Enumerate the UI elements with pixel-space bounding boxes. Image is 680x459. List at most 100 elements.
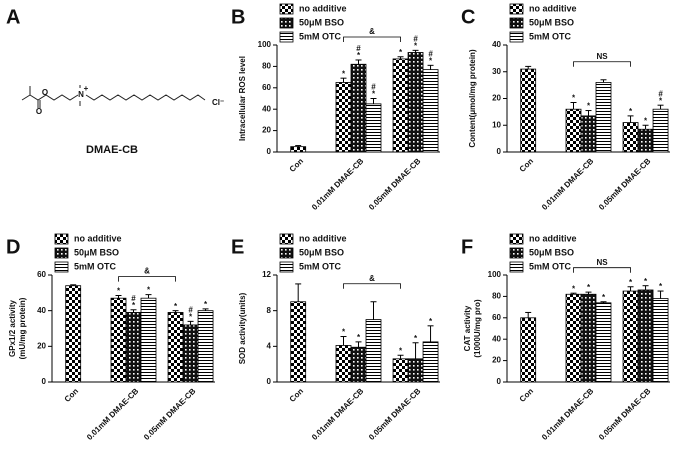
x-tick-label: 0.05mM DMAE-CB	[597, 156, 653, 212]
bar	[407, 52, 424, 153]
significance-mark: *	[189, 312, 193, 321]
legend-label: 50μM BSO	[74, 247, 119, 257]
legend-swatch	[279, 31, 294, 43]
bar	[182, 324, 199, 383]
atom-label: O	[42, 88, 48, 97]
bracket	[343, 36, 401, 42]
bar	[622, 290, 639, 383]
y-tick-label: 12	[262, 270, 271, 279]
bar	[520, 68, 537, 153]
bar	[392, 58, 409, 153]
legend-label: 50μM BSO	[529, 17, 574, 27]
panel-letter: D	[6, 236, 20, 258]
significance-mark: *	[357, 333, 361, 342]
x-tick-label: 0.05mM DMAE-CB	[597, 386, 653, 442]
bar	[197, 310, 214, 383]
legend-swatch	[509, 31, 524, 43]
significance-mark: *	[174, 302, 178, 311]
bar	[407, 358, 424, 383]
legend-label: 5mM OTC	[299, 31, 342, 41]
bar	[350, 63, 367, 153]
x-tick-label: 0.05mM DMAE-CB	[142, 386, 198, 442]
legend-swatch	[279, 17, 294, 29]
y-tick-label: 40	[37, 306, 46, 315]
significance-mark: *	[572, 94, 576, 103]
y-tick-label: 40	[492, 40, 501, 49]
significance-mark: *	[117, 287, 121, 296]
x-tick-label: 0.01mM DMAE-CB	[310, 386, 366, 442]
y-tick-label: 100	[488, 270, 502, 279]
y-tick-label: 0	[267, 377, 272, 386]
atom-label: Cl⁻	[212, 98, 224, 107]
legend-swatch	[509, 17, 524, 29]
legend-label: 5mM OTC	[529, 261, 572, 271]
bracket-label: &	[144, 267, 150, 276]
significance-mark: *	[572, 284, 576, 293]
legend-swatch	[509, 247, 524, 259]
significance-mark: *	[644, 116, 648, 125]
bracket-label: &	[369, 274, 375, 283]
y-tick-label: 40	[492, 334, 501, 343]
y-tick-label: 80	[262, 62, 271, 71]
significance-mark: *	[414, 334, 418, 343]
significance-mark: *	[414, 41, 418, 50]
legend-label: no additive	[74, 233, 122, 243]
bar	[422, 69, 439, 153]
significance-mark: *	[587, 102, 591, 111]
legend-label: no additive	[529, 3, 577, 13]
bar	[580, 115, 597, 153]
y-axis-label: Content(μmol/mg protein)	[468, 49, 477, 148]
x-tick-label: 0.05mM DMAE-CB	[367, 156, 423, 212]
significance-mark: #	[658, 89, 663, 98]
significance-mark: *	[342, 328, 346, 337]
y-tick-label: 60	[37, 270, 46, 279]
x-tick-label: 0.05mM DMAE-CB	[367, 386, 423, 442]
bar	[565, 108, 582, 153]
x-tick-label: Con	[518, 156, 535, 173]
y-axis-label: (mU/mg protein)	[18, 297, 27, 359]
significance-mark: *	[342, 69, 346, 78]
legend-swatch	[279, 3, 294, 15]
y-axis-label: (1000U/mg pro)	[473, 299, 482, 358]
significance-mark: *	[147, 286, 151, 295]
legend-label: no additive	[299, 3, 347, 13]
x-tick-label: Con	[288, 156, 305, 173]
panel-letter: C	[461, 6, 475, 28]
bar	[335, 82, 352, 153]
significance-mark: *	[132, 301, 136, 310]
x-tick-label: 0.01mM DMAE-CB	[540, 386, 596, 442]
bar	[652, 108, 669, 153]
legend-swatch	[509, 233, 524, 245]
legend-swatch	[54, 233, 69, 245]
significance-mark: *	[659, 96, 663, 105]
x-tick-label: Con	[518, 386, 535, 403]
x-tick-label: 0.01mM DMAE-CB	[310, 156, 366, 212]
structure	[21, 85, 206, 108]
bar	[637, 289, 654, 383]
significance-mark: #	[188, 305, 193, 314]
x-tick-label: Con	[63, 386, 80, 403]
bar	[335, 345, 352, 383]
y-tick-label: 20	[492, 356, 501, 365]
y-tick-label: 20	[262, 126, 271, 135]
y-tick-label: 0	[497, 377, 502, 386]
legend-label: 50μM BSO	[299, 17, 344, 27]
bar	[637, 128, 654, 153]
bar	[167, 312, 184, 383]
legend-label: 5mM OTC	[529, 31, 572, 41]
significance-mark: #	[413, 34, 418, 43]
panel-letter: B	[231, 6, 245, 28]
legend-swatch	[509, 261, 524, 273]
significance-mark: *	[429, 56, 433, 65]
bar	[392, 358, 409, 383]
y-tick-label: 20	[37, 341, 46, 350]
legend-swatch	[279, 233, 294, 245]
y-tick-label: 0	[497, 147, 502, 156]
bar	[365, 319, 382, 383]
panel-letter: F	[461, 236, 473, 258]
bracket-label: NS	[596, 52, 608, 61]
significance-mark: *	[587, 283, 591, 292]
atom-label: N	[78, 90, 84, 99]
